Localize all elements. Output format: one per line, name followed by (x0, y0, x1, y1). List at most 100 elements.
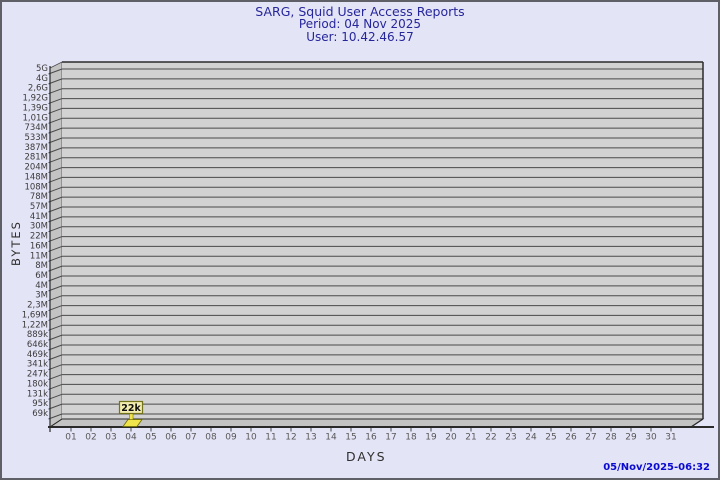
x-axis-tick-label: 04 (125, 433, 137, 443)
x-axis-tick-label: 09 (225, 433, 237, 443)
y-axis-tick-label: 1,39G (22, 103, 48, 113)
bar-day-04 (122, 419, 143, 427)
x-axis-tick-label: 01 (65, 433, 76, 443)
y-axis-tick-label: 204M (24, 163, 48, 173)
y-axis-tick-label: 387M (24, 143, 48, 153)
y-axis-tick (48, 206, 63, 213)
x-axis-tick-label: 23 (505, 433, 516, 443)
y-axis-tick (48, 117, 63, 124)
y-axis-tick (48, 364, 63, 371)
y-axis-tick (48, 393, 63, 400)
x-axis-tick-label: 28 (605, 433, 617, 443)
y-axis-tick (48, 275, 63, 282)
page-title: SARG, Squid User Access Reports (255, 4, 465, 19)
y-axis-tick-label: 3M (35, 291, 48, 301)
x-axis-tick-label: 14 (325, 433, 337, 443)
x-axis-tick-label: 20 (445, 433, 457, 443)
y-axis-tick (48, 176, 63, 183)
y-axis-tick (48, 68, 63, 75)
y-axis-tick-label: 341k (27, 360, 48, 370)
y-axis-tick (48, 383, 63, 390)
x-axis-tick-label: 18 (405, 433, 417, 443)
y-axis-tick (48, 196, 63, 203)
y-axis-tick-label: 30M (30, 222, 48, 232)
y-axis-tick-label: 22M (30, 232, 48, 242)
y-axis-tick-label: 16M (30, 241, 48, 251)
y-axis-tick-label: 4G (36, 74, 48, 84)
x-axis-tick-label: 25 (545, 433, 556, 443)
y-axis-tick-label: 1,22M (22, 320, 48, 330)
y-axis-tick-label: 180k (27, 379, 48, 389)
y-axis-tick (48, 216, 63, 223)
x-axis-tick-label: 12 (285, 433, 296, 443)
x-axis-tick-label: 02 (85, 433, 96, 443)
bar-value-label: 22k (121, 403, 141, 414)
x-axis-tick-label: 13 (305, 433, 316, 443)
chart-title-block: SARG, Squid User Access Reports Period: … (2, 5, 718, 44)
y-axis-tick (48, 403, 63, 410)
y-axis-tick (48, 147, 63, 154)
floor-left-edge (49, 418, 63, 428)
x-axis-tick-label: 16 (365, 433, 377, 443)
y-axis-tick (48, 127, 63, 134)
x-axis-tick-label: 05 (145, 433, 156, 443)
y-axis-tick-label: 5G (36, 64, 48, 74)
x-axis-tick-label: 06 (165, 433, 177, 443)
x-axis-tick-label: 24 (525, 433, 537, 443)
y-axis-tick (48, 186, 63, 193)
x-axis-tick-label: 27 (585, 433, 596, 443)
y-axis-tick (48, 354, 63, 361)
y-axis-tick (48, 137, 63, 144)
x-axis-tick-label: 15 (345, 433, 356, 443)
y-axis-tick-label: 131k (27, 389, 48, 399)
x-axis-tick-label: 31 (665, 433, 676, 443)
report-user: User: 10.42.46.57 (306, 30, 414, 44)
y-axis-tick-label: 6M (35, 271, 48, 281)
y-axis-tick (48, 157, 63, 164)
y-axis-tick-label: 1,92G (22, 94, 48, 104)
x-axis-tick-label: 08 (205, 433, 217, 443)
y-axis-tick-label: 247k (27, 370, 48, 380)
y-axis-tick-label: 11M (30, 251, 48, 261)
x-axis-tick-label: 17 (385, 433, 396, 443)
floor (48, 418, 705, 428)
x-axis-tick-label: 03 (105, 433, 116, 443)
y-axis-tick-label: 734M (24, 123, 48, 133)
y-axis-tick (48, 285, 63, 292)
y-axis-tick (48, 374, 63, 381)
x-axis-tick-label: 21 (465, 433, 476, 443)
y-axis-tick-label: 78M (30, 192, 48, 202)
y-axis-tick (48, 167, 63, 174)
left-wall (49, 61, 63, 428)
x-axis-tick-label: 07 (185, 433, 196, 443)
y-axis-tick (48, 265, 63, 272)
generation-timestamp: 05/Nov/2025-06:32 (603, 462, 710, 473)
x-axis-tick-label: 26 (565, 433, 577, 443)
y-axis-tick-label: 57M (30, 202, 48, 212)
y-axis-tick-label: 1,01G (22, 113, 48, 123)
y-axis-tick (48, 334, 63, 341)
y-axis-tick-label: 95k (32, 399, 48, 409)
y-axis-tick-label: 8M (35, 261, 48, 271)
plot-area (62, 62, 703, 419)
x-axis-tick-label: 30 (645, 433, 657, 443)
y-axis-tick-label: 69k (32, 409, 48, 419)
y-axis-tick-label: 646k (27, 340, 48, 350)
y-axis-tick (48, 88, 63, 95)
x-axis-tick-label: 10 (245, 433, 257, 443)
y-axis-tick (48, 344, 63, 351)
y-axis-tick (48, 236, 63, 243)
y-axis-tick (48, 226, 63, 233)
x-axis-title: DAYS (346, 449, 387, 464)
bar-value-flag (118, 400, 144, 415)
y-axis-tick (48, 78, 63, 85)
y-axis-tick-label: 281M (24, 153, 48, 163)
x-axis-tick-label: 29 (625, 433, 637, 443)
report-period: Period: 04 Nov 2025 (298, 17, 422, 31)
y-axis-tick-label: 2,6G (28, 84, 48, 94)
floor-right-edge (690, 418, 704, 428)
x-axis-tick-label: 22 (485, 433, 496, 443)
y-axis-tick (48, 107, 63, 114)
